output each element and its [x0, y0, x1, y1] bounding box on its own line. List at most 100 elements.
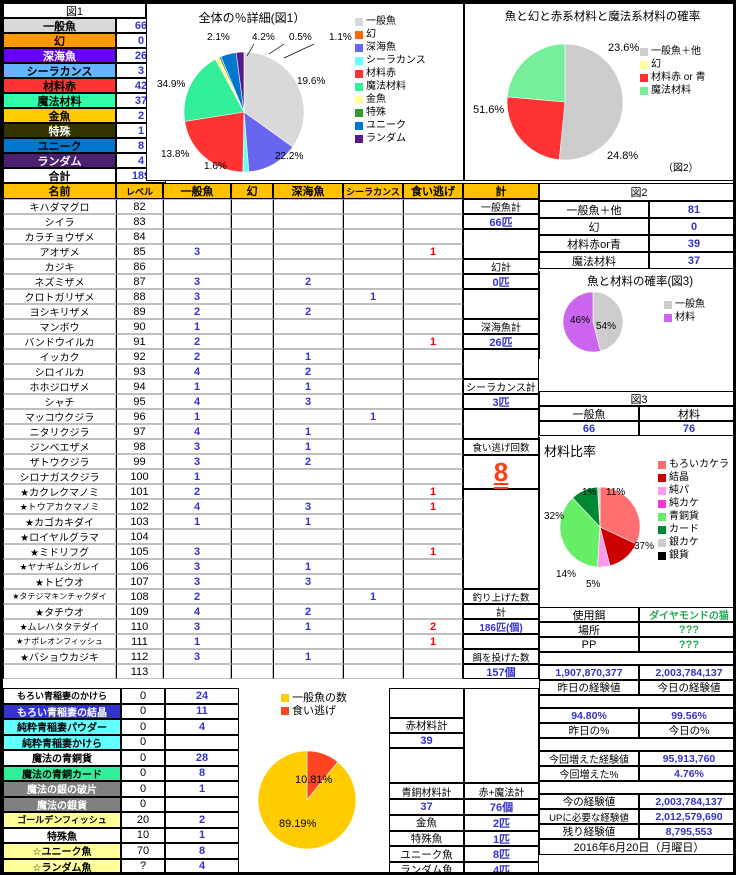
- fish-shinkai-cell: [273, 244, 343, 259]
- fish-shinkai-cell: 1: [273, 349, 343, 364]
- fig2-note: （図2）: [663, 163, 699, 174]
- fish-escape-cell: [403, 559, 463, 574]
- material-row-count: 28: [165, 750, 239, 766]
- fish-shinkai-cell: 2: [273, 454, 343, 469]
- pie-slice: [184, 111, 245, 173]
- fish-shinkai-cell: [273, 259, 343, 274]
- fish-ippan-cell: 1: [163, 379, 231, 394]
- fig1-legend-label: 魔法材料: [366, 81, 406, 92]
- today-pct-label: 今日の%: [639, 723, 733, 738]
- fish-shinkai-cell: [273, 544, 343, 559]
- fish-escape-cell: [403, 469, 463, 484]
- pie-slice: [257, 750, 357, 850]
- fig1-legend-item: 特殊: [355, 107, 460, 119]
- fig2-legend-label: 材料赤 or 青: [651, 72, 706, 83]
- fig1-row-label: ユニーク: [3, 138, 116, 153]
- leader-line: [283, 44, 315, 59]
- matratio-legend-label: もろいカケラ: [669, 459, 729, 470]
- fish-shinkai-cell: 3: [273, 394, 343, 409]
- material-row-level: 0: [121, 688, 165, 704]
- bm-row-label: 特殊魚: [389, 830, 464, 847]
- material-row-level: 70: [121, 843, 165, 859]
- fish-coelacanth-cell: [343, 574, 403, 589]
- fig2-row-label: 一般魚＋他: [539, 201, 649, 218]
- fish-name-cell: ニタリクジラ: [3, 424, 116, 439]
- pie-value-label: 37%: [634, 541, 655, 552]
- fish-escape-cell: 1: [403, 544, 463, 559]
- fish-ippan-cell: 2: [163, 304, 231, 319]
- fish-shinkai-cell: 3: [273, 574, 343, 589]
- fish-escape-cell: 1: [403, 634, 463, 649]
- escape-count-value: 8: [493, 457, 509, 487]
- fish-escape-cell: [403, 394, 463, 409]
- fish-shinkai-cell: 1: [273, 439, 343, 454]
- fish-maboroshi-cell: [231, 424, 273, 439]
- fish-ippan-cell: [163, 214, 231, 229]
- fish-ippan-cell: 3: [163, 544, 231, 559]
- pie-value-label: 24.8%: [607, 150, 639, 162]
- fig3-pie-chart: 魚と材料の確率(図3) 46% 54% 一般魚 材料: [539, 271, 733, 359]
- fig2-legend: 一般魚＋他幻材料赤 or 青魔法材料: [640, 46, 733, 98]
- fish-escape-cell: [403, 289, 463, 304]
- fish-shinkai-cell: [273, 529, 343, 544]
- fig1-legend-swatch: [355, 18, 363, 26]
- material-row-count: 2: [165, 812, 239, 828]
- info-row-label: 場所: [539, 622, 639, 637]
- fish-shinkai-cell: [273, 289, 343, 304]
- material-row-level: 0: [121, 781, 165, 797]
- fish-shinkai-cell: 1: [273, 424, 343, 439]
- fig2-legend-label: 一般魚＋他: [651, 46, 701, 57]
- catch-escape-legend: 一般魚の数 食い逃げ: [281, 692, 389, 718]
- fish-coelacanth-cell: [343, 439, 403, 454]
- fish-shinkai-cell: [273, 634, 343, 649]
- info-spacer-4: [539, 781, 733, 794]
- fish-maboroshi-cell: [231, 214, 273, 229]
- fig1-row-label: 金魚: [3, 108, 116, 123]
- catch-legend-swatch: [281, 707, 289, 715]
- main-table-header-cell: 名前: [3, 183, 116, 199]
- fig2-legend-item: 幻: [640, 59, 733, 71]
- fish-ippan-cell: 1: [163, 469, 231, 484]
- fish-coelacanth-cell: 1: [343, 289, 403, 304]
- fish-escape-cell: [403, 589, 463, 604]
- pie-value-label: 14%: [556, 569, 577, 580]
- fig1-legend-swatch: [355, 135, 363, 143]
- now-exp-value: 2,003,784,137: [639, 794, 733, 809]
- fig1-legend-label: 特殊: [366, 107, 386, 118]
- fish-name-cell: ★ヤナギムシガレイ: [3, 559, 116, 574]
- matratio-legend-swatch: [658, 539, 666, 547]
- fig2-chart-title: 魚と幻と赤系材料と魔法系材料の確率: [504, 11, 701, 23]
- fish-coelacanth-cell: [343, 304, 403, 319]
- fig1-legend-swatch: [355, 122, 363, 130]
- today-exp-label: 今日の経験値: [639, 680, 733, 695]
- fig2-legend-swatch: [640, 74, 648, 82]
- pie-value-label: 10.81%: [295, 774, 333, 786]
- escape-count-spacer: [463, 489, 539, 589]
- fish-name-cell: ★ナポレオンフィッシュ: [3, 634, 116, 649]
- fish-name-cell: ★ミドリフグ: [3, 544, 116, 559]
- fish-name-cell: ホホジロザメ: [3, 379, 116, 394]
- fish-escape-cell: [403, 274, 463, 289]
- today-pct-value: 99.56%: [639, 708, 733, 723]
- fish-level-cell: 89: [116, 304, 163, 319]
- fig1-legend: 一般魚幻深海魚 シーラカンス 材料赤 魔法材料 金魚 特殊 ユニーク ランダム: [355, 16, 460, 146]
- matratio-legend-item: カード: [658, 524, 733, 536]
- fish-maboroshi-cell: [231, 559, 273, 574]
- fish-maboroshi-cell: [231, 619, 273, 634]
- main-table-header-cell: 計: [463, 183, 539, 199]
- pie-slice: [599, 486, 641, 545]
- material-row-count: [165, 734, 239, 750]
- pie-value-label: 32%: [544, 511, 565, 522]
- fish-name-cell: カジキ: [3, 259, 116, 274]
- fig2-legend-swatch: [640, 48, 648, 56]
- fig1-legend-label: 一般魚: [366, 16, 396, 27]
- fig1-row-label: 魔法材料: [3, 93, 116, 108]
- fish-ippan-cell: 2: [163, 589, 231, 604]
- fish-coelacanth-cell: [343, 559, 403, 574]
- fish-level-cell: 97: [116, 424, 163, 439]
- fig1-row-label: 合計: [3, 168, 116, 183]
- total-label: 幻計: [463, 259, 539, 274]
- material-row-level: ?: [121, 858, 165, 872]
- fish-maboroshi-cell: [231, 454, 273, 469]
- fish-name-cell: キハダマグロ: [3, 199, 116, 214]
